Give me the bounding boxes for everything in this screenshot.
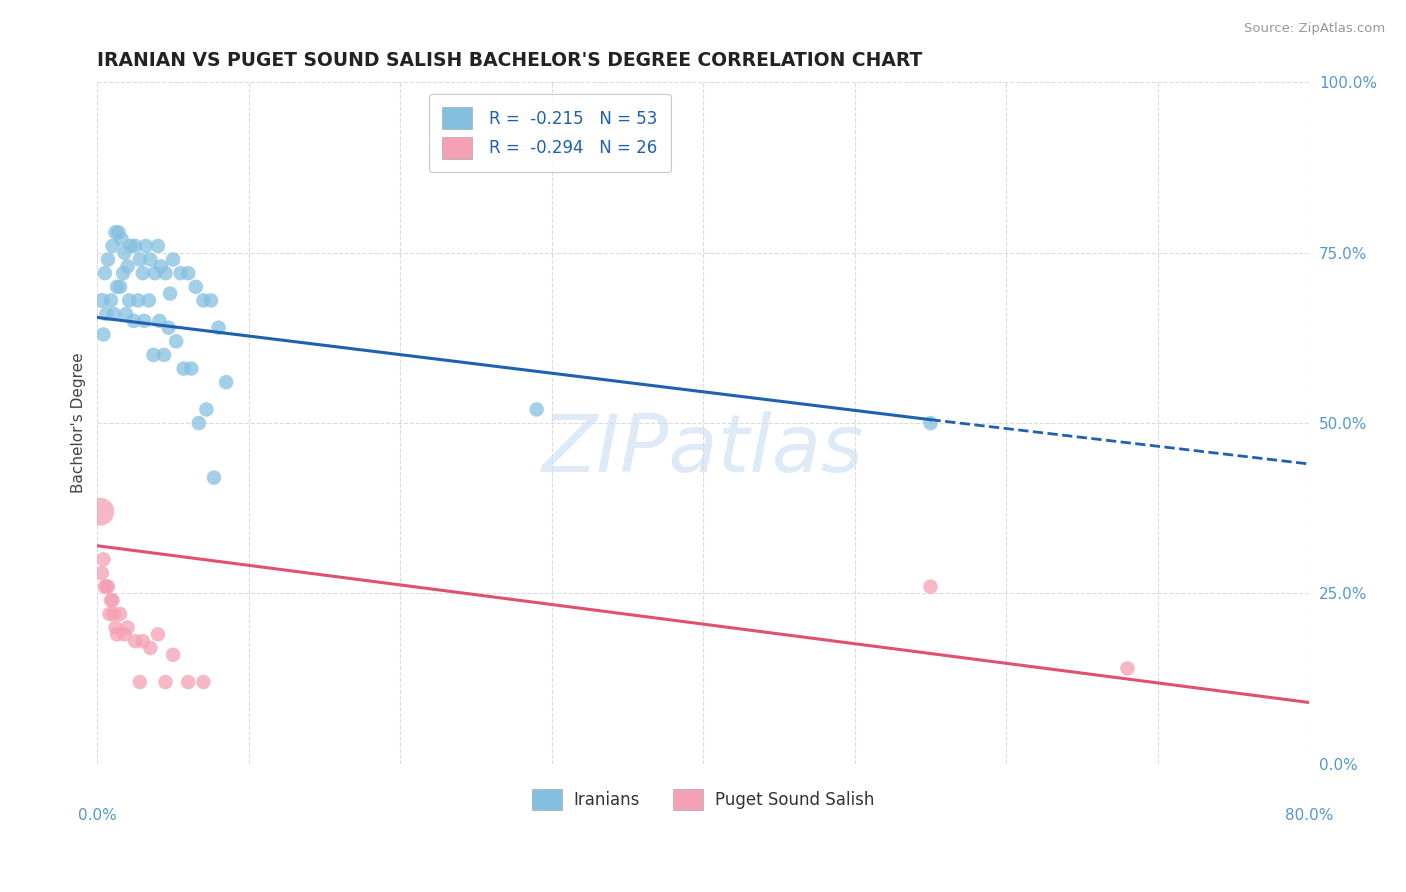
Point xyxy=(193,293,215,308)
Text: 0.0%: 0.0% xyxy=(77,808,117,823)
Point xyxy=(173,361,195,376)
Point xyxy=(138,293,160,308)
Text: IRANIAN VS PUGET SOUND SALISH BACHELOR'S DEGREE CORRELATION CHART: IRANIAN VS PUGET SOUND SALISH BACHELOR'S… xyxy=(97,51,922,70)
Point xyxy=(184,280,207,294)
Point xyxy=(162,252,184,267)
Text: 80.0%: 80.0% xyxy=(1285,808,1333,823)
Point xyxy=(103,607,125,621)
Point xyxy=(134,314,156,328)
Point xyxy=(139,640,162,655)
Point xyxy=(93,327,115,342)
Point xyxy=(100,293,122,308)
Point xyxy=(177,675,200,690)
Point xyxy=(108,280,131,294)
Point xyxy=(98,607,121,621)
Point xyxy=(114,627,136,641)
Point xyxy=(920,416,942,430)
Point xyxy=(157,320,180,334)
Point xyxy=(142,348,165,362)
Legend: Iranians, Puget Sound Salish: Iranians, Puget Sound Salish xyxy=(526,782,882,817)
Point xyxy=(195,402,218,417)
Point xyxy=(105,627,128,641)
Text: Source: ZipAtlas.com: Source: ZipAtlas.com xyxy=(1244,22,1385,36)
Point xyxy=(105,280,128,294)
Point xyxy=(100,593,122,607)
Point xyxy=(165,334,187,349)
Point xyxy=(139,252,162,267)
Point xyxy=(96,580,118,594)
Point xyxy=(122,314,145,328)
Point xyxy=(146,239,169,253)
Point xyxy=(124,634,146,648)
Point xyxy=(103,307,125,321)
Y-axis label: Bachelor's Degree: Bachelor's Degree xyxy=(72,352,86,493)
Point xyxy=(101,239,124,253)
Point xyxy=(526,402,548,417)
Text: ZIPatlas: ZIPatlas xyxy=(543,411,865,490)
Point xyxy=(153,348,176,362)
Point xyxy=(96,307,118,321)
Point xyxy=(104,621,127,635)
Point xyxy=(120,239,142,253)
Point xyxy=(112,266,135,280)
Point xyxy=(920,580,942,594)
Point xyxy=(90,293,112,308)
Point xyxy=(118,293,141,308)
Point xyxy=(177,266,200,280)
Point xyxy=(155,675,177,690)
Point xyxy=(93,552,115,566)
Point xyxy=(132,634,155,648)
Point xyxy=(187,416,209,430)
Point xyxy=(127,293,149,308)
Point xyxy=(124,239,146,253)
Point xyxy=(132,266,155,280)
Point xyxy=(193,675,215,690)
Point xyxy=(200,293,222,308)
Point xyxy=(94,266,117,280)
Point xyxy=(97,580,120,594)
Point xyxy=(104,225,127,239)
Point xyxy=(180,361,202,376)
Point xyxy=(128,675,150,690)
Point xyxy=(159,286,181,301)
Point xyxy=(1116,661,1139,675)
Point xyxy=(143,266,166,280)
Point xyxy=(90,566,112,580)
Point xyxy=(202,470,225,484)
Point xyxy=(207,320,229,334)
Point xyxy=(97,252,120,267)
Point xyxy=(117,260,139,274)
Point xyxy=(108,607,131,621)
Point xyxy=(215,375,238,389)
Point xyxy=(107,225,129,239)
Point xyxy=(162,648,184,662)
Point xyxy=(89,505,111,519)
Point xyxy=(146,627,169,641)
Point xyxy=(110,232,132,246)
Point xyxy=(117,621,139,635)
Point xyxy=(128,252,150,267)
Point xyxy=(148,314,170,328)
Point xyxy=(94,580,117,594)
Point xyxy=(135,239,157,253)
Point xyxy=(101,593,124,607)
Point xyxy=(149,260,172,274)
Point xyxy=(114,245,136,260)
Point xyxy=(115,307,138,321)
Point xyxy=(169,266,191,280)
Point xyxy=(155,266,177,280)
